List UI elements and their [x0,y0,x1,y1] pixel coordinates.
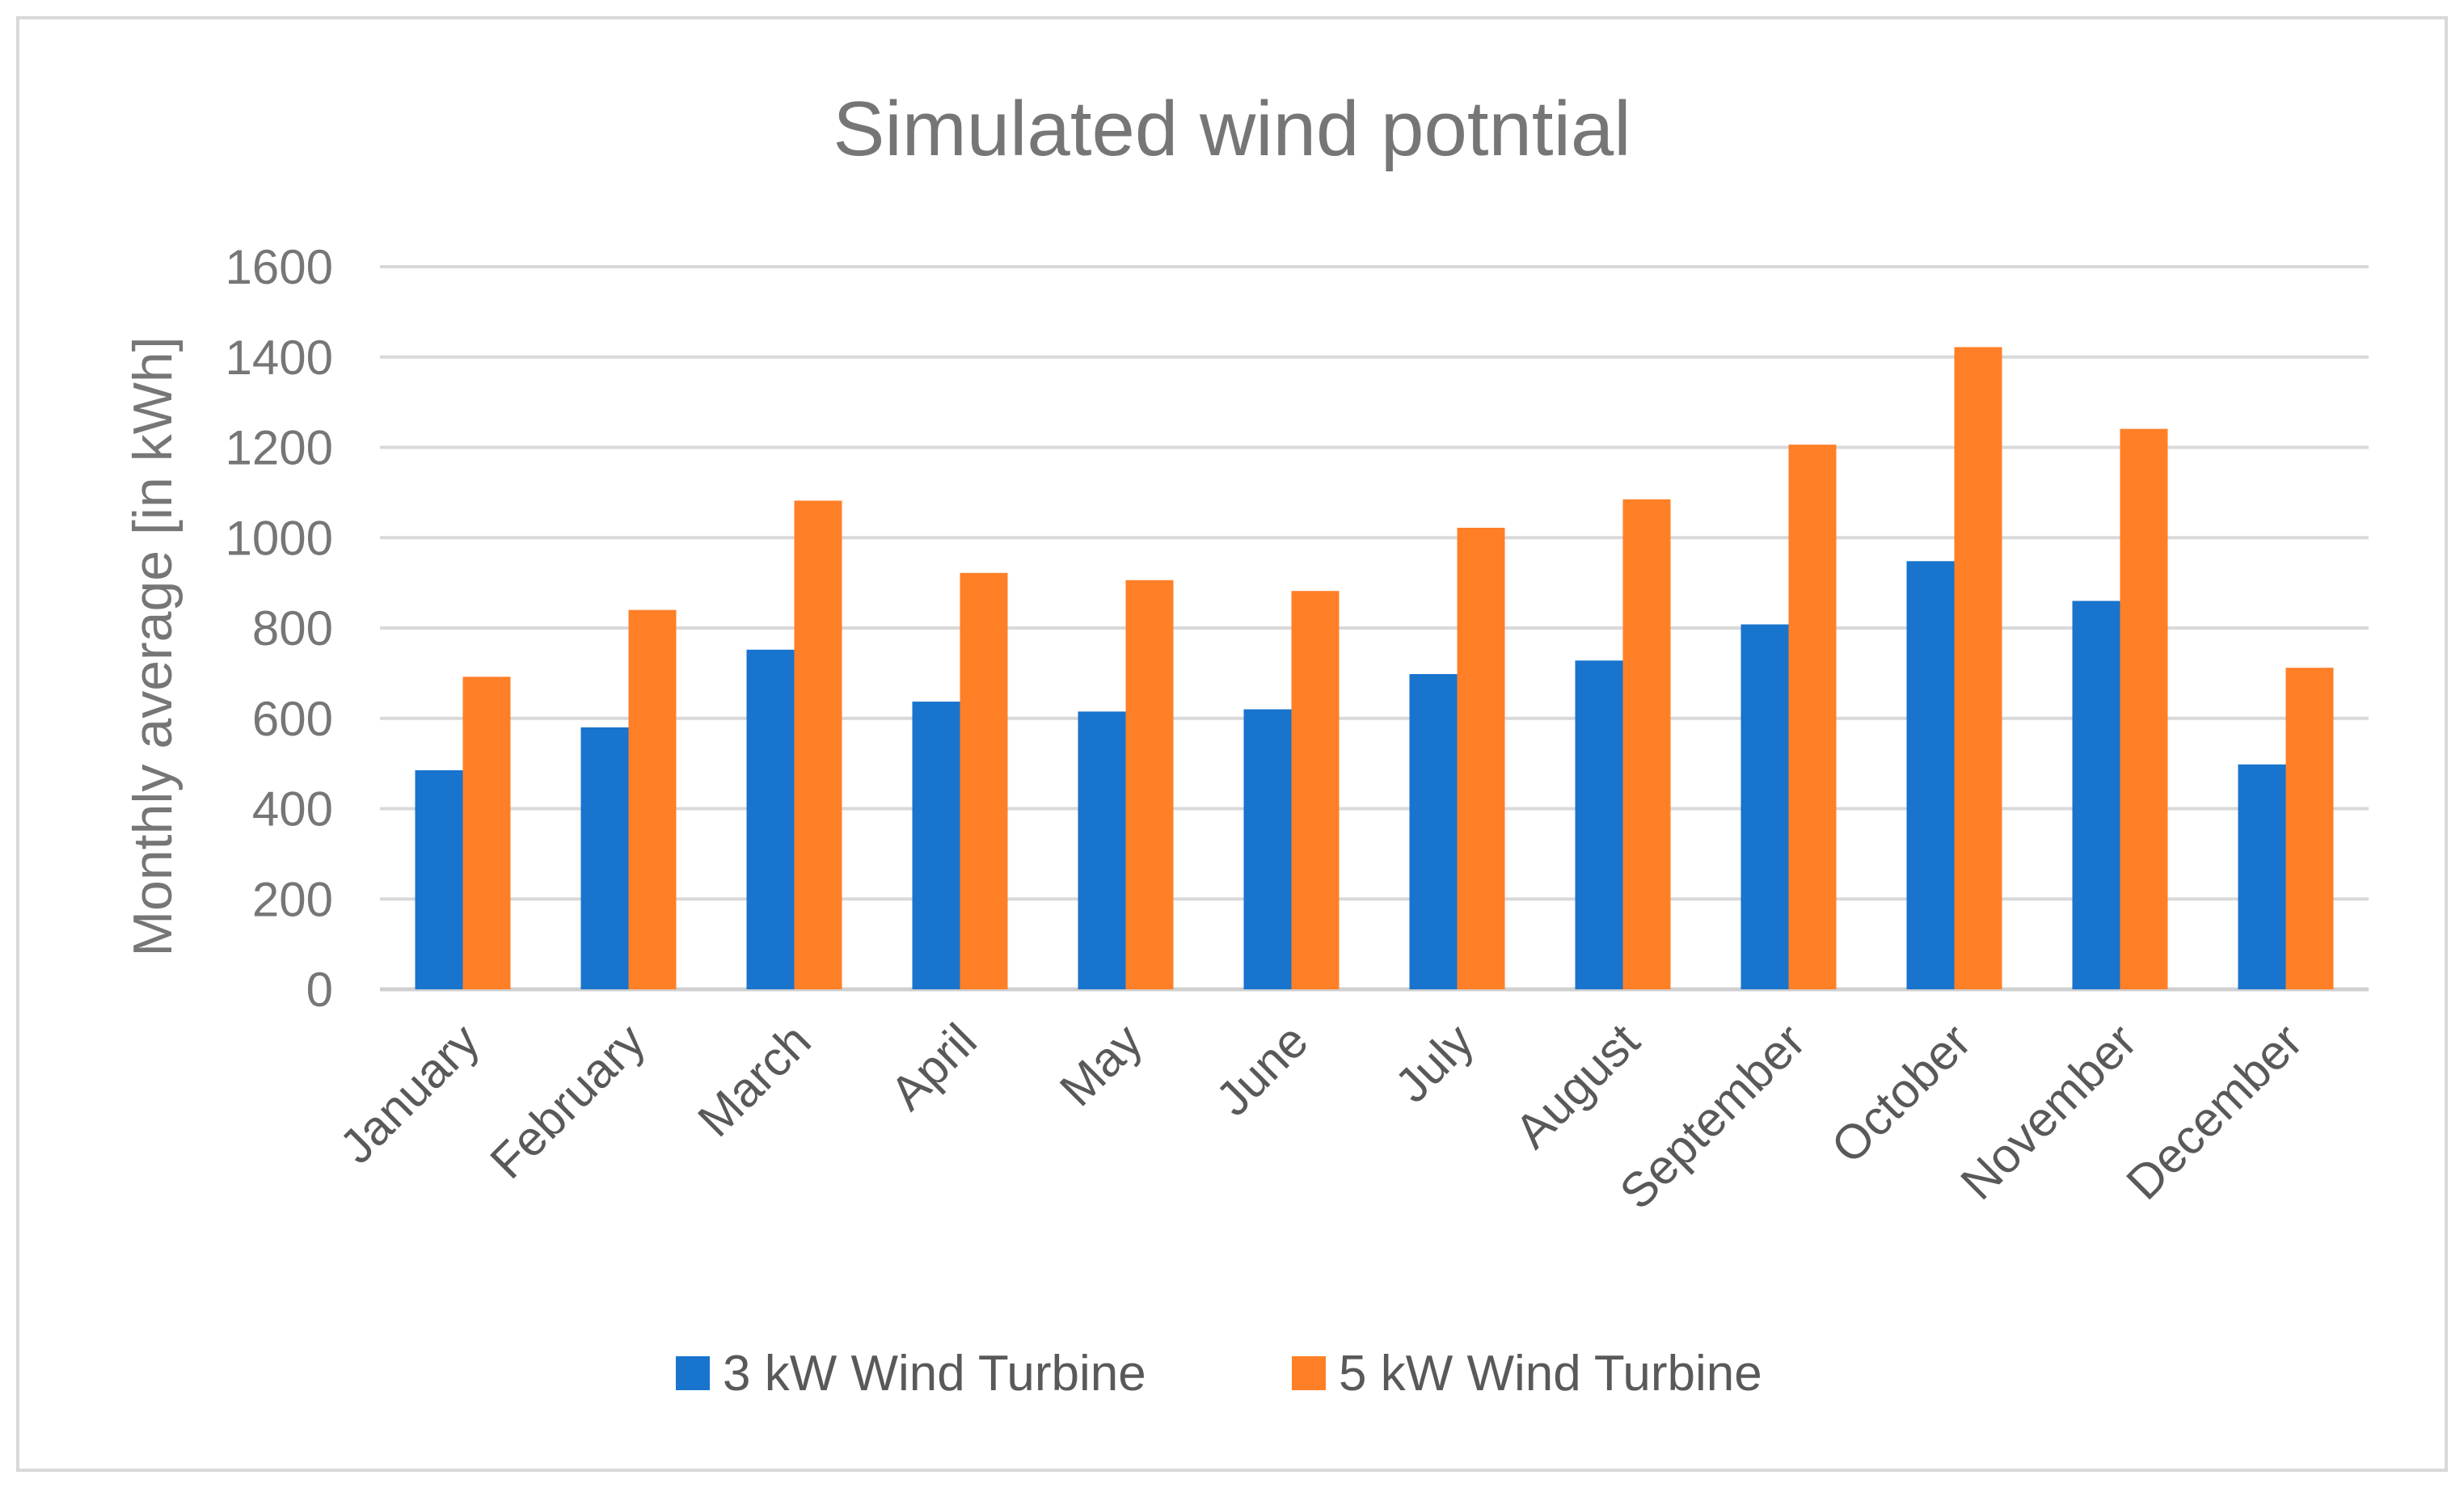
bars [415,347,2334,989]
gridlines [380,265,2369,992]
bar-series2 [2285,668,2334,989]
chart-border [16,16,2448,1472]
bar-series1 [912,702,960,989]
legend-swatch [1292,1356,1326,1390]
bar-series1 [2238,764,2286,989]
bar-series1 [1243,709,1292,989]
y-tick-label: 1000 [226,511,333,565]
bar-series1 [580,727,629,989]
y-tick-label: 200 [252,872,333,926]
bar-series1 [1409,673,1458,989]
bar-series2 [1622,499,1671,989]
chart-title: Simulated wind potntial [833,86,1631,172]
bar-series1 [1906,561,1955,989]
bar-series2 [794,500,842,989]
bar-series2 [2120,428,2168,989]
bar-series2 [628,609,677,989]
y-tick-label: 600 [252,692,333,746]
y-tick-label: 1400 [226,331,333,385]
bar-series2 [1291,591,1340,989]
y-axis-label: Monthly average [in kWh] [122,336,184,956]
y-tick-label: 1200 [226,421,333,475]
bar-series2 [1125,580,1174,989]
y-tick-label: 0 [306,963,333,1017]
legend: 3 kW Wind Turbine 5 kW Wind Turbine [676,1346,1762,1402]
bar-series1 [2072,601,2120,989]
bar-series2 [960,572,1008,989]
bar-series1 [1078,711,1126,989]
bar-series1 [746,649,795,989]
legend-label: 5 kW Wind Turbine [1339,1346,1762,1402]
bar-series1 [1575,660,1623,989]
bar-series1 [1740,624,1789,989]
y-tick-labels: 0 200 400 600 800 1000 1200 1400 1600 [226,240,333,1017]
y-tick-label: 1600 [226,240,333,294]
legend-label: 3 kW Wind Turbine [723,1346,1146,1402]
bar-series1 [415,770,463,989]
y-tick-label: 400 [252,782,333,837]
legend-swatch [676,1356,710,1390]
bar-series2 [1788,445,1837,989]
bar-series2 [1457,527,1505,989]
bar-series2 [462,677,511,989]
y-tick-label: 800 [252,601,333,655]
bar-series2 [1954,347,2002,989]
